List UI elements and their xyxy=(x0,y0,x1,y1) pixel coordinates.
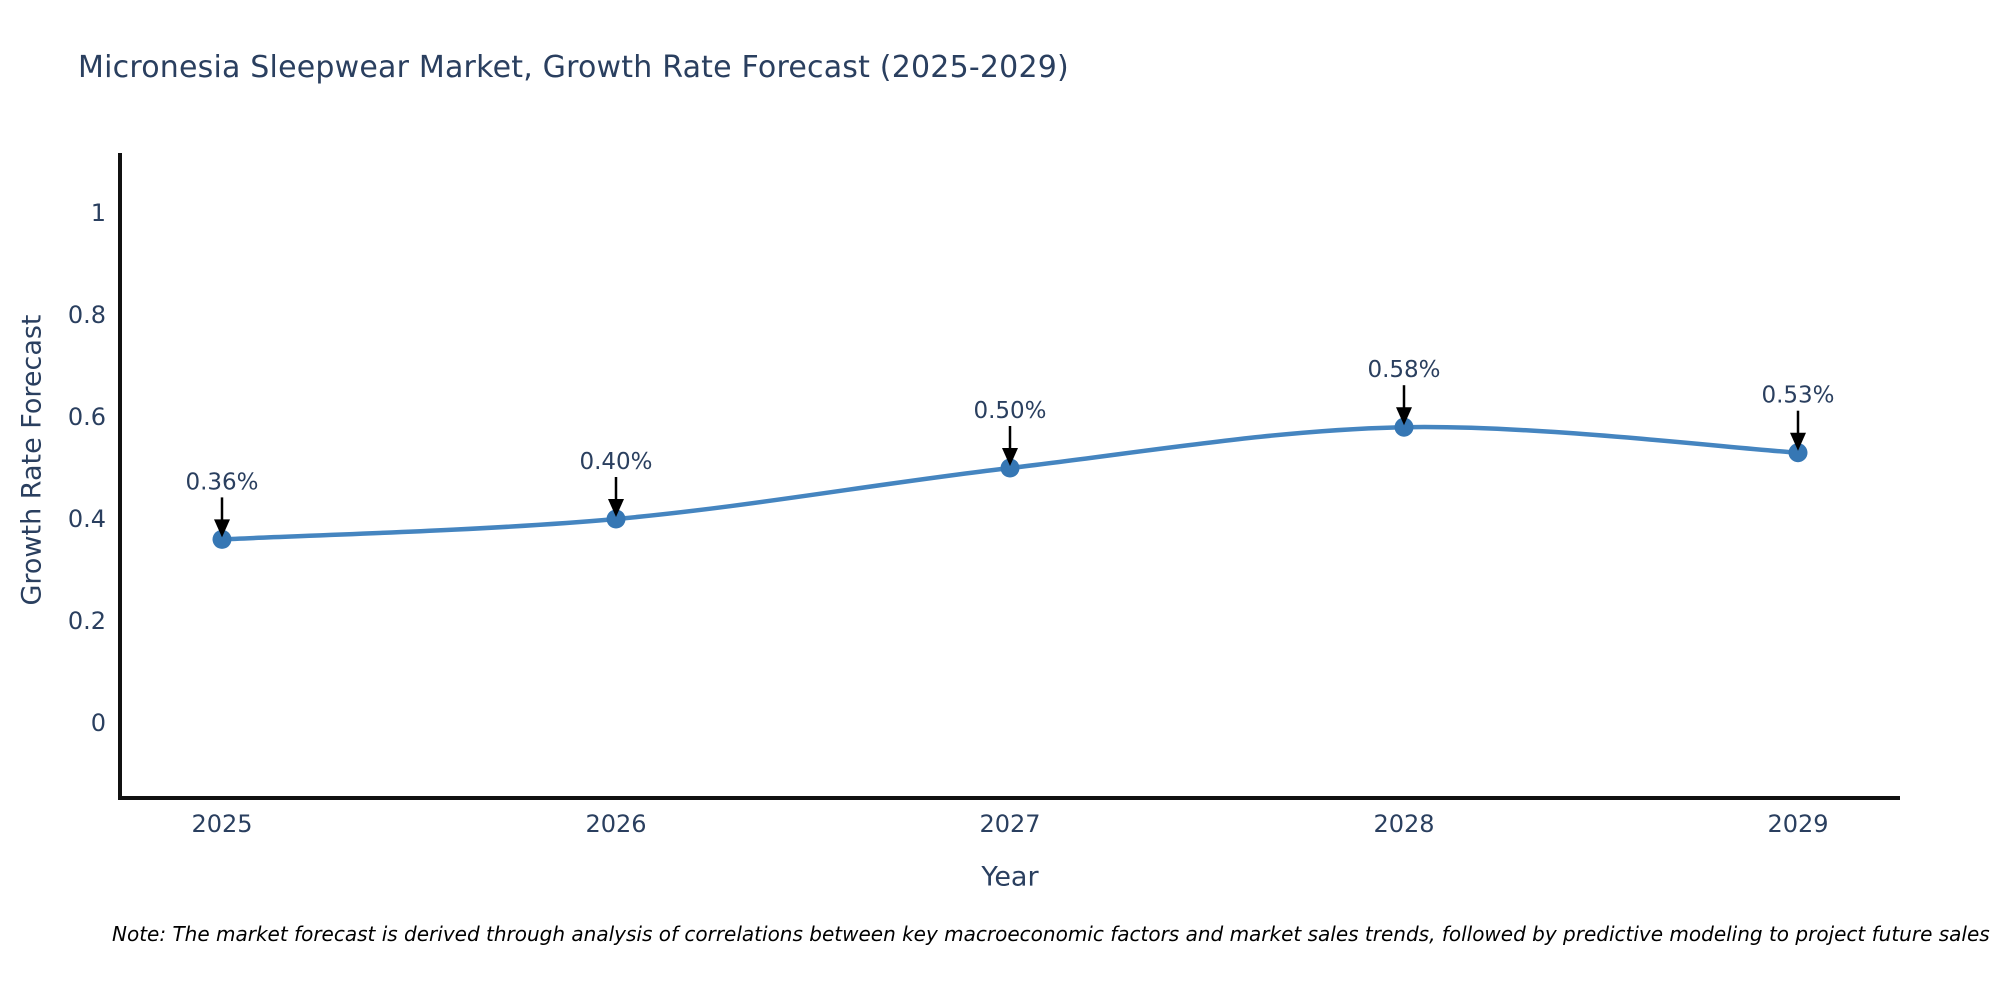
point-annotation-label: 0.36% xyxy=(185,469,258,495)
y-tick-label: 0.2 xyxy=(68,607,106,635)
x-tick-label: 2027 xyxy=(979,810,1040,838)
x-tick-label: 2026 xyxy=(585,810,646,838)
annotation-arrow-head xyxy=(608,499,624,517)
annotation-arrow-head xyxy=(1002,448,1018,466)
data-point-marker xyxy=(1394,417,1414,437)
point-annotation-label: 0.53% xyxy=(1761,383,1834,409)
data-point-marker xyxy=(212,529,232,549)
point-annotation-label: 0.40% xyxy=(579,449,652,475)
series-layer xyxy=(212,417,1808,549)
annotation-layer: 0.36% 0.40% 0.50% 0.58% 0.53% xyxy=(185,357,1835,538)
data-point-marker xyxy=(1788,443,1808,463)
axes-layer: 0 0.2 0.4 0.6 0.8 1 2025 2026 2027 2028 2029 xyxy=(68,153,1900,838)
x-tick-label: 2029 xyxy=(1767,810,1828,838)
data-point-marker xyxy=(606,509,626,529)
x-tick-label: 2025 xyxy=(191,810,252,838)
y-tick-label: 0.6 xyxy=(68,403,106,431)
annotation-arrow-head xyxy=(1790,432,1806,451)
chart-title: Micronesia Sleepwear Market, Growth Rate… xyxy=(78,50,1069,85)
y-tick-label: 0.4 xyxy=(68,505,106,533)
x-tick-label: 2028 xyxy=(1373,810,1434,838)
annotation-arrow-head xyxy=(214,519,230,538)
y-axis-title: Growth Rate Forecast xyxy=(16,314,48,606)
point-annotation-label: 0.50% xyxy=(973,398,1046,424)
chart-footnote: Note: The market forecast is derived thr… xyxy=(112,922,1990,946)
annotation-arrow-head xyxy=(1396,407,1412,426)
y-tick-label: 1 xyxy=(91,199,106,227)
point-annotation-label: 0.58% xyxy=(1367,357,1440,383)
y-tick-label: 0 xyxy=(91,709,106,737)
x-axis-title: Year xyxy=(981,861,1039,893)
data-point-marker xyxy=(1000,458,1020,478)
y-tick-label: 0.8 xyxy=(68,301,106,329)
